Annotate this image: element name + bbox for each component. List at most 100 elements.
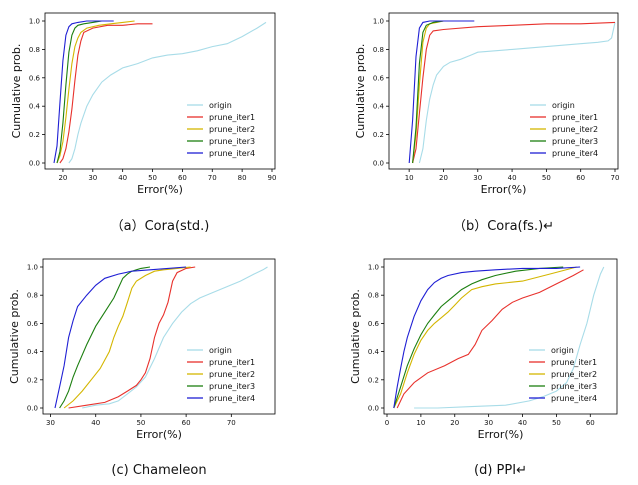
x-tick-label: 60: [182, 419, 191, 427]
series-line-prune_iter3: [412, 20, 444, 164]
x-tick-label: 0: [385, 419, 389, 427]
legend-label-origin: origin: [209, 101, 232, 110]
x-tick-label: 20: [450, 419, 459, 427]
x-tick-label: 30: [88, 174, 97, 182]
legend-label-prune_iter2: prune_iter2: [552, 125, 598, 134]
y-tick-label: 0.2: [373, 131, 384, 139]
x-tick-label: 70: [227, 419, 236, 427]
series-line-prune_iter4: [393, 266, 581, 409]
x-tick-label: 30: [473, 174, 482, 182]
x-tick-label: 60: [178, 174, 187, 182]
legend-label-prune_iter1: prune_iter1: [551, 358, 597, 367]
x-tick-label: 70: [208, 174, 217, 182]
x-tick-label: 50: [542, 174, 551, 182]
x-tick-label: 70: [611, 174, 620, 182]
figure-caption-1: （a）Cora(std.): [111, 219, 210, 234]
plot-frame: [42, 258, 276, 415]
x-tick-label: 80: [238, 174, 247, 182]
series-line-origin: [82, 266, 268, 409]
y-tick-label: 0.4: [29, 103, 41, 111]
legend-label-origin: origin: [209, 346, 232, 355]
x-axis-label: Error(%): [478, 428, 524, 441]
y-tick-label: 0.4: [373, 103, 385, 111]
plot-frame: [44, 12, 276, 170]
legend-label-prune_iter3: prune_iter3: [551, 382, 597, 391]
y-tick-label: 0.6: [368, 320, 380, 328]
series-line-prune_iter1: [59, 23, 153, 164]
x-tick-label: 40: [91, 419, 100, 427]
series-line-prune_iter1: [412, 21, 616, 164]
legend-label-prune_iter4: prune_iter4: [209, 394, 255, 403]
y-tick-label: 1.0: [29, 18, 40, 26]
legend-label-prune_iter4: prune_iter4: [552, 149, 598, 158]
legend-label-prune_iter4: prune_iter4: [551, 394, 597, 403]
figure-caption-3: (c) Chameleon: [111, 463, 206, 478]
legend-label-prune_iter1: prune_iter1: [209, 358, 255, 367]
legend-label-origin: origin: [552, 101, 575, 110]
legend-label-origin: origin: [551, 346, 574, 355]
legend-label-prune_iter3: prune_iter3: [209, 137, 255, 146]
plot-frame: [388, 12, 619, 170]
series-line-prune_iter4: [408, 20, 475, 164]
x-tick-label: 20: [439, 174, 448, 182]
series-line-prune_iter2: [393, 266, 577, 409]
x-axis-label: Error(%): [136, 428, 182, 441]
y-tick-label: 1.0: [368, 264, 379, 272]
chart-panel-3: 30 40 50 60 70 0.0 0.2 0.4 0.6 0.8 1.0 Error(%) Cumu…: [8, 258, 276, 441]
x-axis-label: Error(%): [481, 183, 527, 196]
legend-label-prune_iter2: prune_iter2: [551, 370, 597, 379]
figure-caption-2: （b）Cora(fs.)↵: [453, 219, 554, 234]
x-tick-label: 40: [518, 419, 527, 427]
x-tick-label: 40: [508, 174, 517, 182]
series-line-prune_iter2: [56, 20, 135, 164]
legend-label-prune_iter2: prune_iter2: [209, 125, 255, 134]
plot-frame: [383, 258, 618, 415]
x-tick-label: 50: [552, 419, 561, 427]
y-tick-label: 0.6: [29, 74, 41, 82]
y-tick-label: 0.0: [29, 160, 40, 168]
x-tick-label: 10: [405, 174, 414, 182]
y-axis-label: Cumulative prob.: [10, 44, 23, 139]
y-tick-label: 0.2: [29, 131, 40, 139]
series-line-prune_iter3: [393, 266, 564, 409]
y-tick-label: 0.8: [373, 46, 384, 54]
series-line-prune_iter1: [68, 266, 196, 409]
x-tick-label: 10: [416, 419, 425, 427]
legend-label-prune_iter3: prune_iter3: [552, 137, 598, 146]
series-line-origin: [418, 22, 616, 164]
series-line-prune_iter2: [63, 266, 191, 409]
chart-panel-1: 20 30 40 50 60 70 80 90 0.0 0.2 0.4 0.6 0.8 1.0 Error(…: [10, 12, 277, 196]
y-tick-label: 0.4: [27, 348, 39, 356]
y-tick-label: 0.4: [368, 348, 380, 356]
y-tick-label: 0.2: [27, 376, 38, 384]
y-tick-label: 0.8: [368, 292, 379, 300]
x-tick-label: 30: [46, 419, 55, 427]
chart-panel-4: 0 10 20 30 40 50 60 0.0 0.2 0.4 0.6 0.8 1.0 Error(%) C…: [349, 258, 618, 441]
x-tick-label: 60: [576, 174, 585, 182]
y-tick-label: 0.0: [368, 405, 379, 413]
y-tick-label: 1.0: [27, 264, 38, 272]
series-line-prune_iter4: [53, 20, 114, 164]
series-line-prune_iter1: [396, 269, 584, 409]
y-axis-label: Cumulative prob.: [354, 44, 367, 139]
figure-caption-4: (d) PPI↵: [474, 463, 527, 478]
x-tick-label: 50: [148, 174, 157, 182]
y-tick-label: 0.8: [27, 292, 38, 300]
x-tick-label: 90: [268, 174, 277, 182]
series-line-prune_iter4: [54, 266, 187, 409]
y-axis-label: Cumulative prob.: [8, 289, 21, 384]
legend-label-prune_iter4: prune_iter4: [209, 149, 255, 158]
x-tick-label: 30: [484, 419, 493, 427]
x-axis-label: Error(%): [137, 183, 183, 196]
x-tick-label: 60: [586, 419, 595, 427]
series-line-prune_iter3: [56, 20, 102, 164]
y-tick-label: 1.0: [373, 18, 384, 26]
y-tick-label: 0.0: [373, 160, 384, 168]
y-tick-label: 0.0: [27, 405, 38, 413]
y-tick-label: 0.2: [368, 376, 379, 384]
x-tick-label: 50: [136, 419, 145, 427]
y-axis-label: Cumulative prob.: [349, 289, 362, 384]
series-line-origin: [68, 21, 267, 164]
x-tick-label: 20: [58, 174, 67, 182]
